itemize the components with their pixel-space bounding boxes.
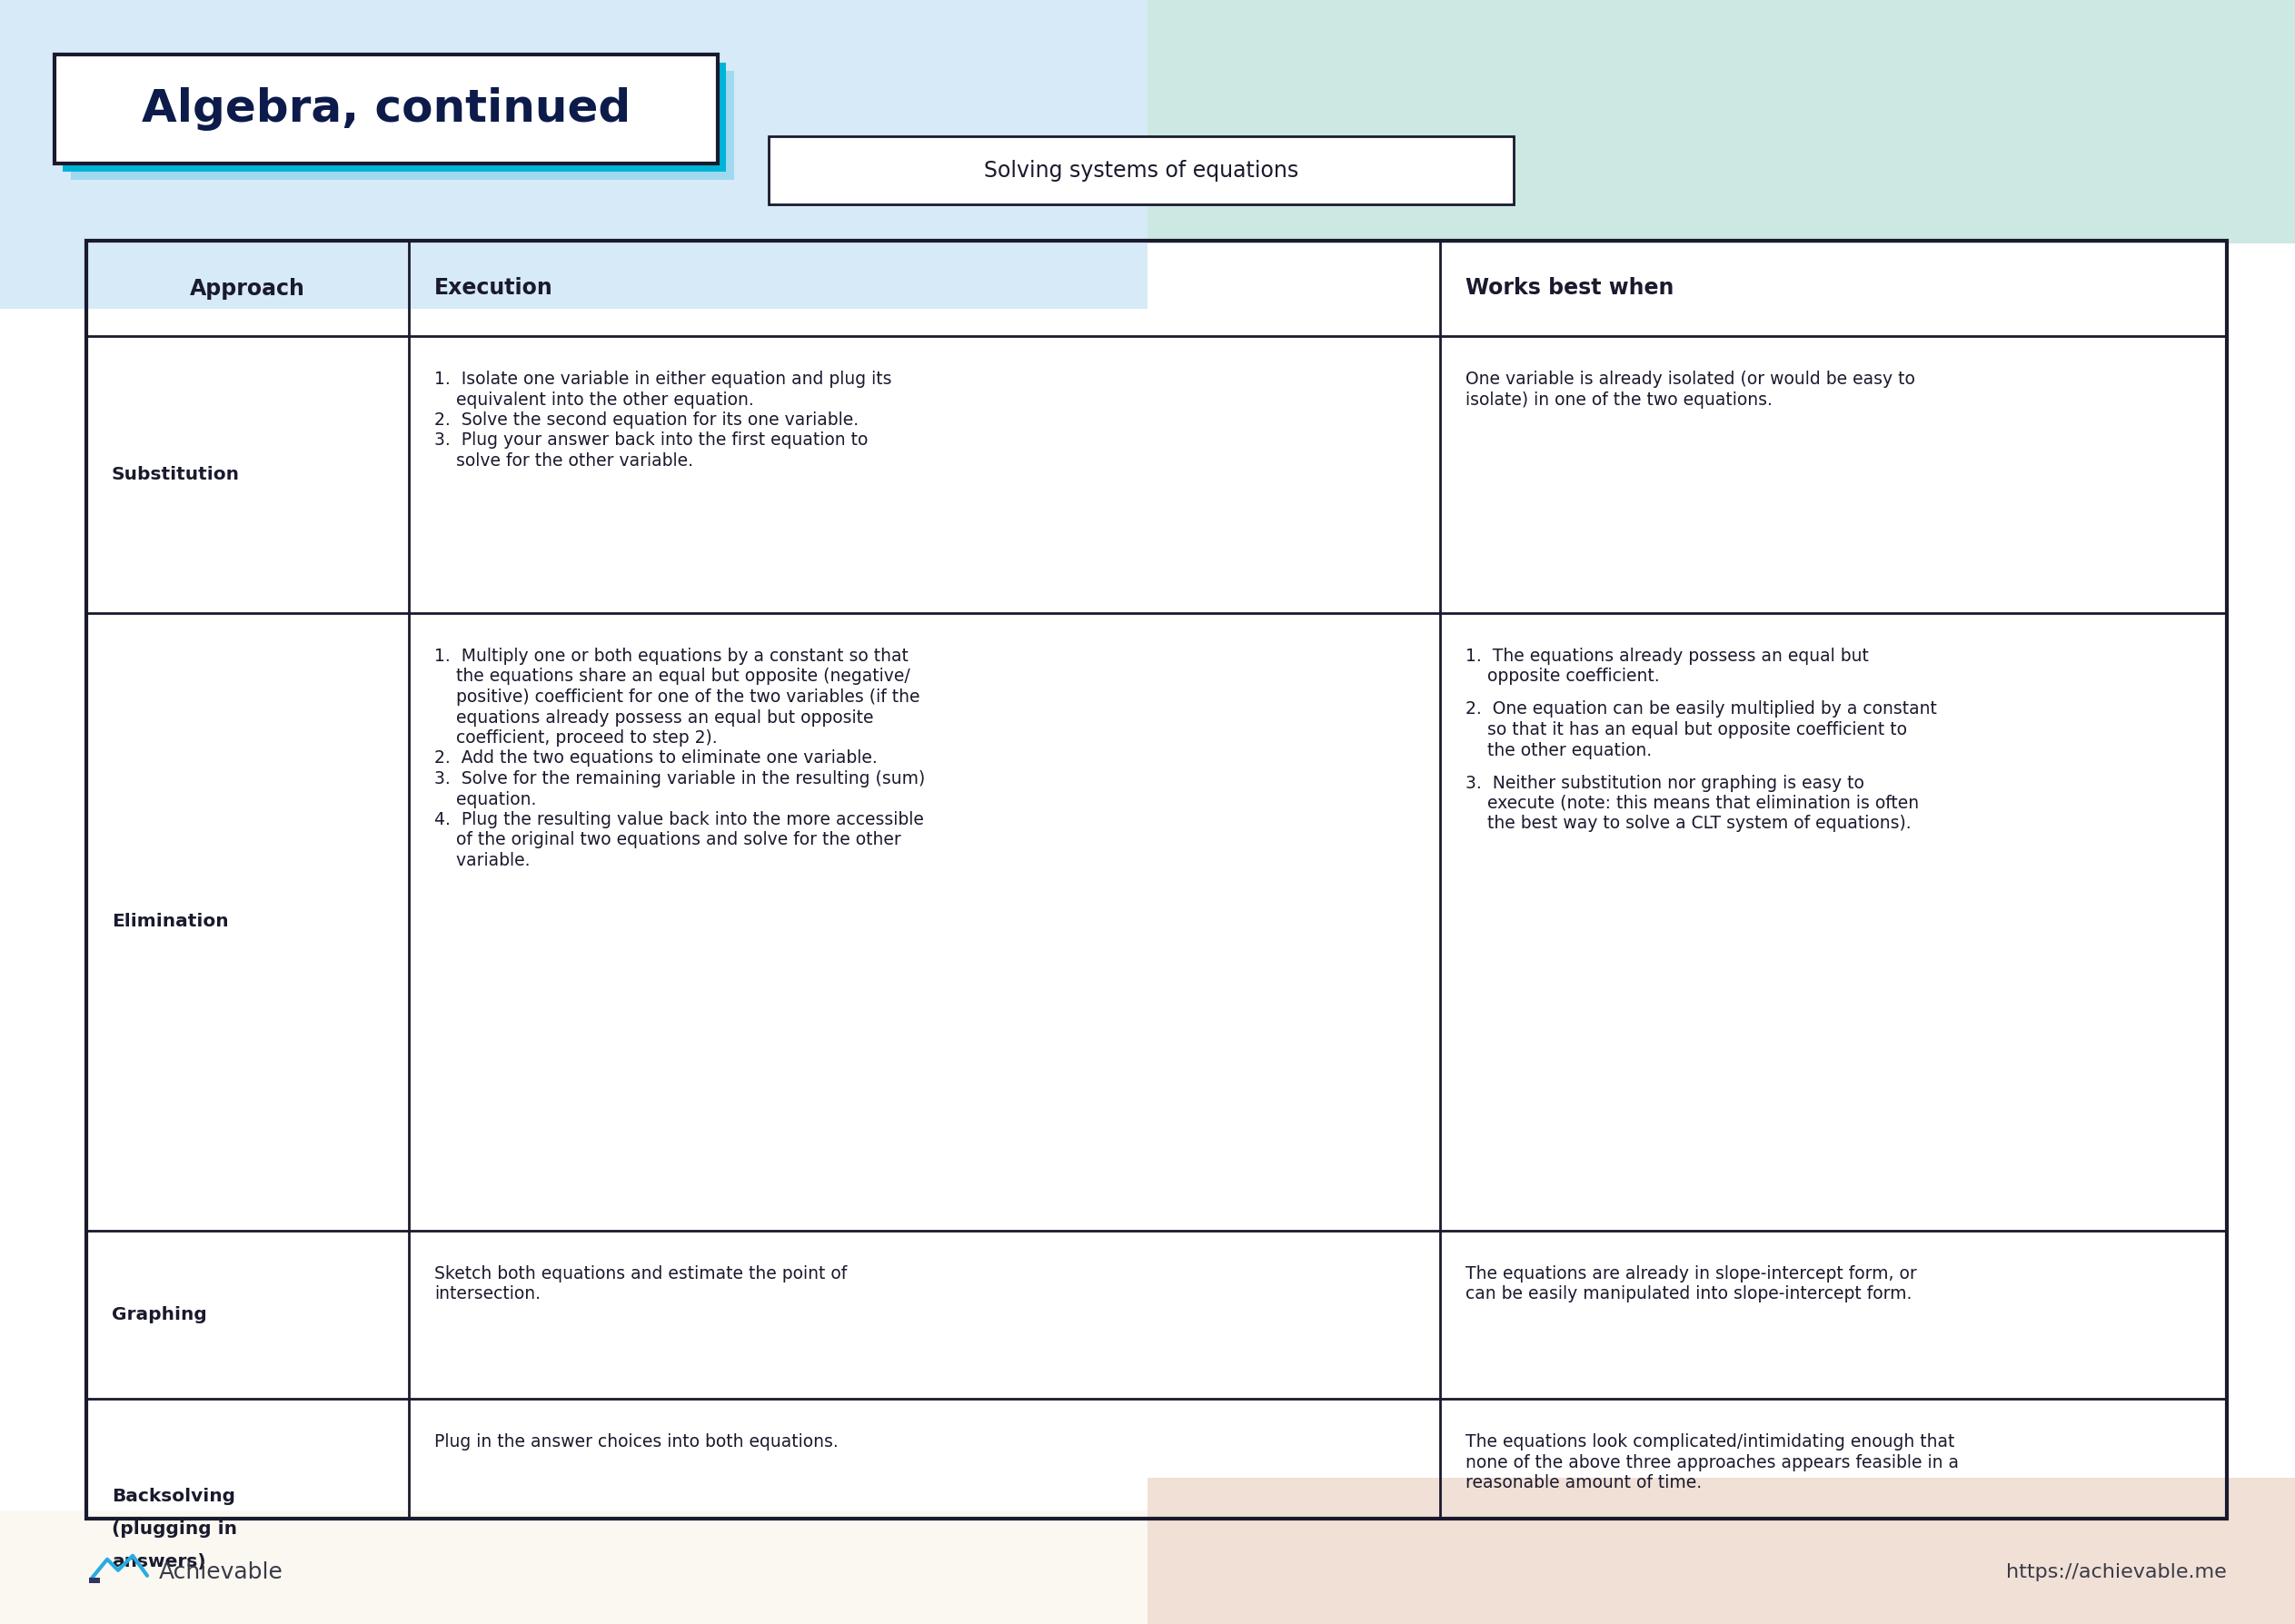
Text: equation.: equation.: [434, 791, 537, 807]
Bar: [1148, 0, 2295, 244]
Text: 3.  Neither substitution nor graphing is easy to: 3. Neither substitution nor graphing is …: [1467, 775, 1864, 791]
Text: execute (note: this means that elimination is often: execute (note: this means that eliminati…: [1467, 794, 1919, 812]
Text: Solving systems of equations: Solving systems of equations: [985, 159, 1299, 182]
Text: so that it has an equal but opposite coefficient to: so that it has an equal but opposite coe…: [1467, 721, 1907, 739]
Bar: [71, 71, 734, 180]
Text: 1.  Multiply one or both equations by a constant so that: 1. Multiply one or both equations by a c…: [434, 648, 909, 664]
Bar: [87, 240, 2226, 1518]
Text: Works best when: Works best when: [1467, 278, 1673, 299]
Text: of the original two equations and solve for the other: of the original two equations and solve …: [434, 831, 902, 849]
Text: 2.  Add the two equations to eliminate one variable.: 2. Add the two equations to eliminate on…: [434, 750, 877, 767]
Bar: [769, 136, 1515, 205]
Text: the equations share an equal but opposite (negative/: the equations share an equal but opposit…: [434, 667, 911, 685]
Text: none of the above three approaches appears feasible in a: none of the above three approaches appea…: [1467, 1453, 1960, 1471]
Text: can be easily manipulated into slope-intercept form.: can be easily manipulated into slope-int…: [1467, 1286, 1912, 1302]
Text: The equations look complicated/intimidating enough that: The equations look complicated/intimidat…: [1467, 1434, 1955, 1450]
Text: 3.  Plug your answer back into the first equation to: 3. Plug your answer back into the first …: [434, 432, 868, 450]
Text: One variable is already isolated (or would be easy to: One variable is already isolated (or wou…: [1467, 370, 1914, 388]
Text: equivalent into the other equation.: equivalent into the other equation.: [434, 391, 753, 408]
Text: The equations are already in slope-intercept form, or: The equations are already in slope-inter…: [1467, 1265, 1916, 1283]
Text: 2.  One equation can be easily multiplied by a constant: 2. One equation can be easily multiplied…: [1467, 700, 1937, 718]
Text: 4.  Plug the resulting value back into the more accessible: 4. Plug the resulting value back into th…: [434, 810, 925, 828]
Text: 1.  Isolate one variable in either equation and plug its: 1. Isolate one variable in either equati…: [434, 370, 893, 388]
Text: isolate) in one of the two equations.: isolate) in one of the two equations.: [1467, 391, 1772, 408]
Text: Substitution: Substitution: [112, 466, 241, 484]
Text: Sketch both equations and estimate the point of: Sketch both equations and estimate the p…: [434, 1265, 847, 1283]
Text: coefficient, proceed to step 2).: coefficient, proceed to step 2).: [434, 729, 718, 747]
Bar: [0, 0, 1148, 309]
Text: Execution: Execution: [434, 278, 553, 299]
Text: opposite coefficient.: opposite coefficient.: [1467, 667, 1659, 685]
Text: reasonable amount of time.: reasonable amount of time.: [1467, 1475, 1703, 1491]
Text: variable.: variable.: [434, 853, 530, 869]
Text: positive) coefficient for one of the two variables (if the: positive) coefficient for one of the two…: [434, 689, 920, 706]
Text: answers): answers): [112, 1553, 207, 1570]
Text: Elimination: Elimination: [112, 913, 230, 931]
Text: equations already possess an equal but opposite: equations already possess an equal but o…: [434, 710, 874, 726]
Bar: [62, 63, 725, 172]
Text: 1.  The equations already possess an equal but: 1. The equations already possess an equa…: [1467, 648, 1868, 664]
Text: intersection.: intersection.: [434, 1286, 542, 1302]
Text: Backsolving: Backsolving: [112, 1488, 236, 1505]
Bar: [1148, 1478, 2295, 1624]
Text: https://achievable.me: https://achievable.me: [2006, 1562, 2226, 1582]
Text: 2.  Solve the second equation for its one variable.: 2. Solve the second equation for its one…: [434, 411, 858, 429]
Text: the other equation.: the other equation.: [1467, 742, 1652, 758]
Text: Plug in the answer choices into both equations.: Plug in the answer choices into both equ…: [434, 1434, 838, 1450]
Text: Approach: Approach: [190, 278, 305, 299]
Text: 3.  Solve for the remaining variable in the resulting (sum): 3. Solve for the remaining variable in t…: [434, 770, 925, 788]
Text: Graphing: Graphing: [112, 1306, 207, 1324]
Text: (plugging in: (plugging in: [112, 1520, 236, 1538]
Text: Algebra, continued: Algebra, continued: [142, 88, 631, 132]
Bar: [55, 55, 718, 164]
Bar: [90, 1577, 101, 1583]
Text: Achievable: Achievable: [158, 1561, 282, 1583]
Text: solve for the other variable.: solve for the other variable.: [434, 453, 693, 469]
Bar: [0, 1510, 1148, 1624]
Text: the best way to solve a CLT system of equations).: the best way to solve a CLT system of eq…: [1467, 815, 1912, 833]
